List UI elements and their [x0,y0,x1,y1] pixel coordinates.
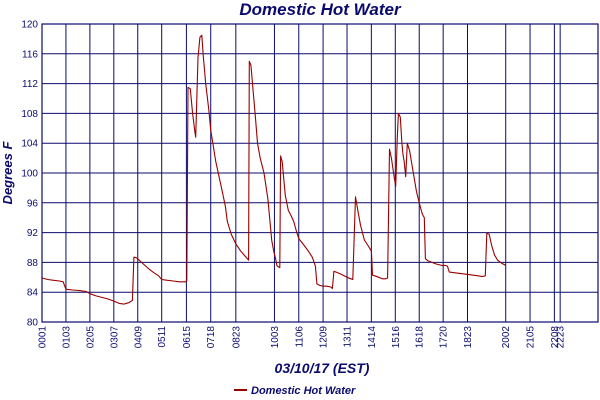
y-tick-label: 88 [27,258,39,269]
grid [41,23,598,323]
x-tick-label: 0615 [182,326,193,349]
x-tick-label: 1823 [463,326,474,349]
x-tick-label: 2208 [550,326,561,349]
y-tick-label: 104 [21,139,38,150]
x-tick-label: 0511 [157,326,168,348]
y-tick-label: 80 [27,318,39,329]
x-tick-label: 0409 [133,326,144,349]
y-tick-label: 116 [22,49,38,60]
x-tick-label: 0307 [109,326,120,349]
legend: Domestic Hot Water [234,385,356,397]
y-tick-label: 108 [21,109,38,120]
x-tick-label: 2223 [556,326,567,349]
y-tick-label: 120 [21,20,38,31]
x-tick-label: 1516 [391,326,402,349]
y-tick-label: 84 [27,288,39,299]
y-tick-label: 96 [27,198,39,209]
x-tick-label: 2105 [526,326,537,349]
y-tick-label: 100 [21,169,38,180]
series-layer [41,34,506,305]
x-tick-label: 1414 [367,326,378,349]
x-axis-label: 03/10/17 (EST) [275,360,370,376]
x-tick-label: 0001 [38,326,49,349]
x-tick-label: 0205 [85,326,96,349]
x-tick-label: 1106 [294,326,305,348]
x-tick-label: 0103 [61,326,72,349]
legend-label-domestic-hot-water: Domestic Hot Water [251,385,356,397]
y-tick-label: 92 [27,228,39,239]
y-tick-label: 112 [22,79,38,90]
x-tick-label: 1209 [319,326,330,349]
x-tick-label: 1311 [343,326,354,348]
x-tick-label: 1003 [270,326,281,349]
plot-frame [41,23,599,323]
x-tick-label: 1618 [415,326,426,349]
series-line-domestic-hot-water [41,34,506,305]
y-axis-label: Degrees F [0,141,15,205]
x-tick-label: 0823 [231,326,242,349]
x-axis-ticks: 0001 0103 0205 0307 0409 0511 0615 0718 0823 1003… [38,326,567,349]
y-axis-ticks: 80 84 88 92 96 100 104 108 112 116 120 [21,20,38,329]
x-tick-label: 1720 [439,326,450,349]
x-tick-label: 2002 [501,326,512,349]
chart-title: Domestic Hot Water [239,0,402,19]
x-tick-label: 0718 [206,326,217,349]
